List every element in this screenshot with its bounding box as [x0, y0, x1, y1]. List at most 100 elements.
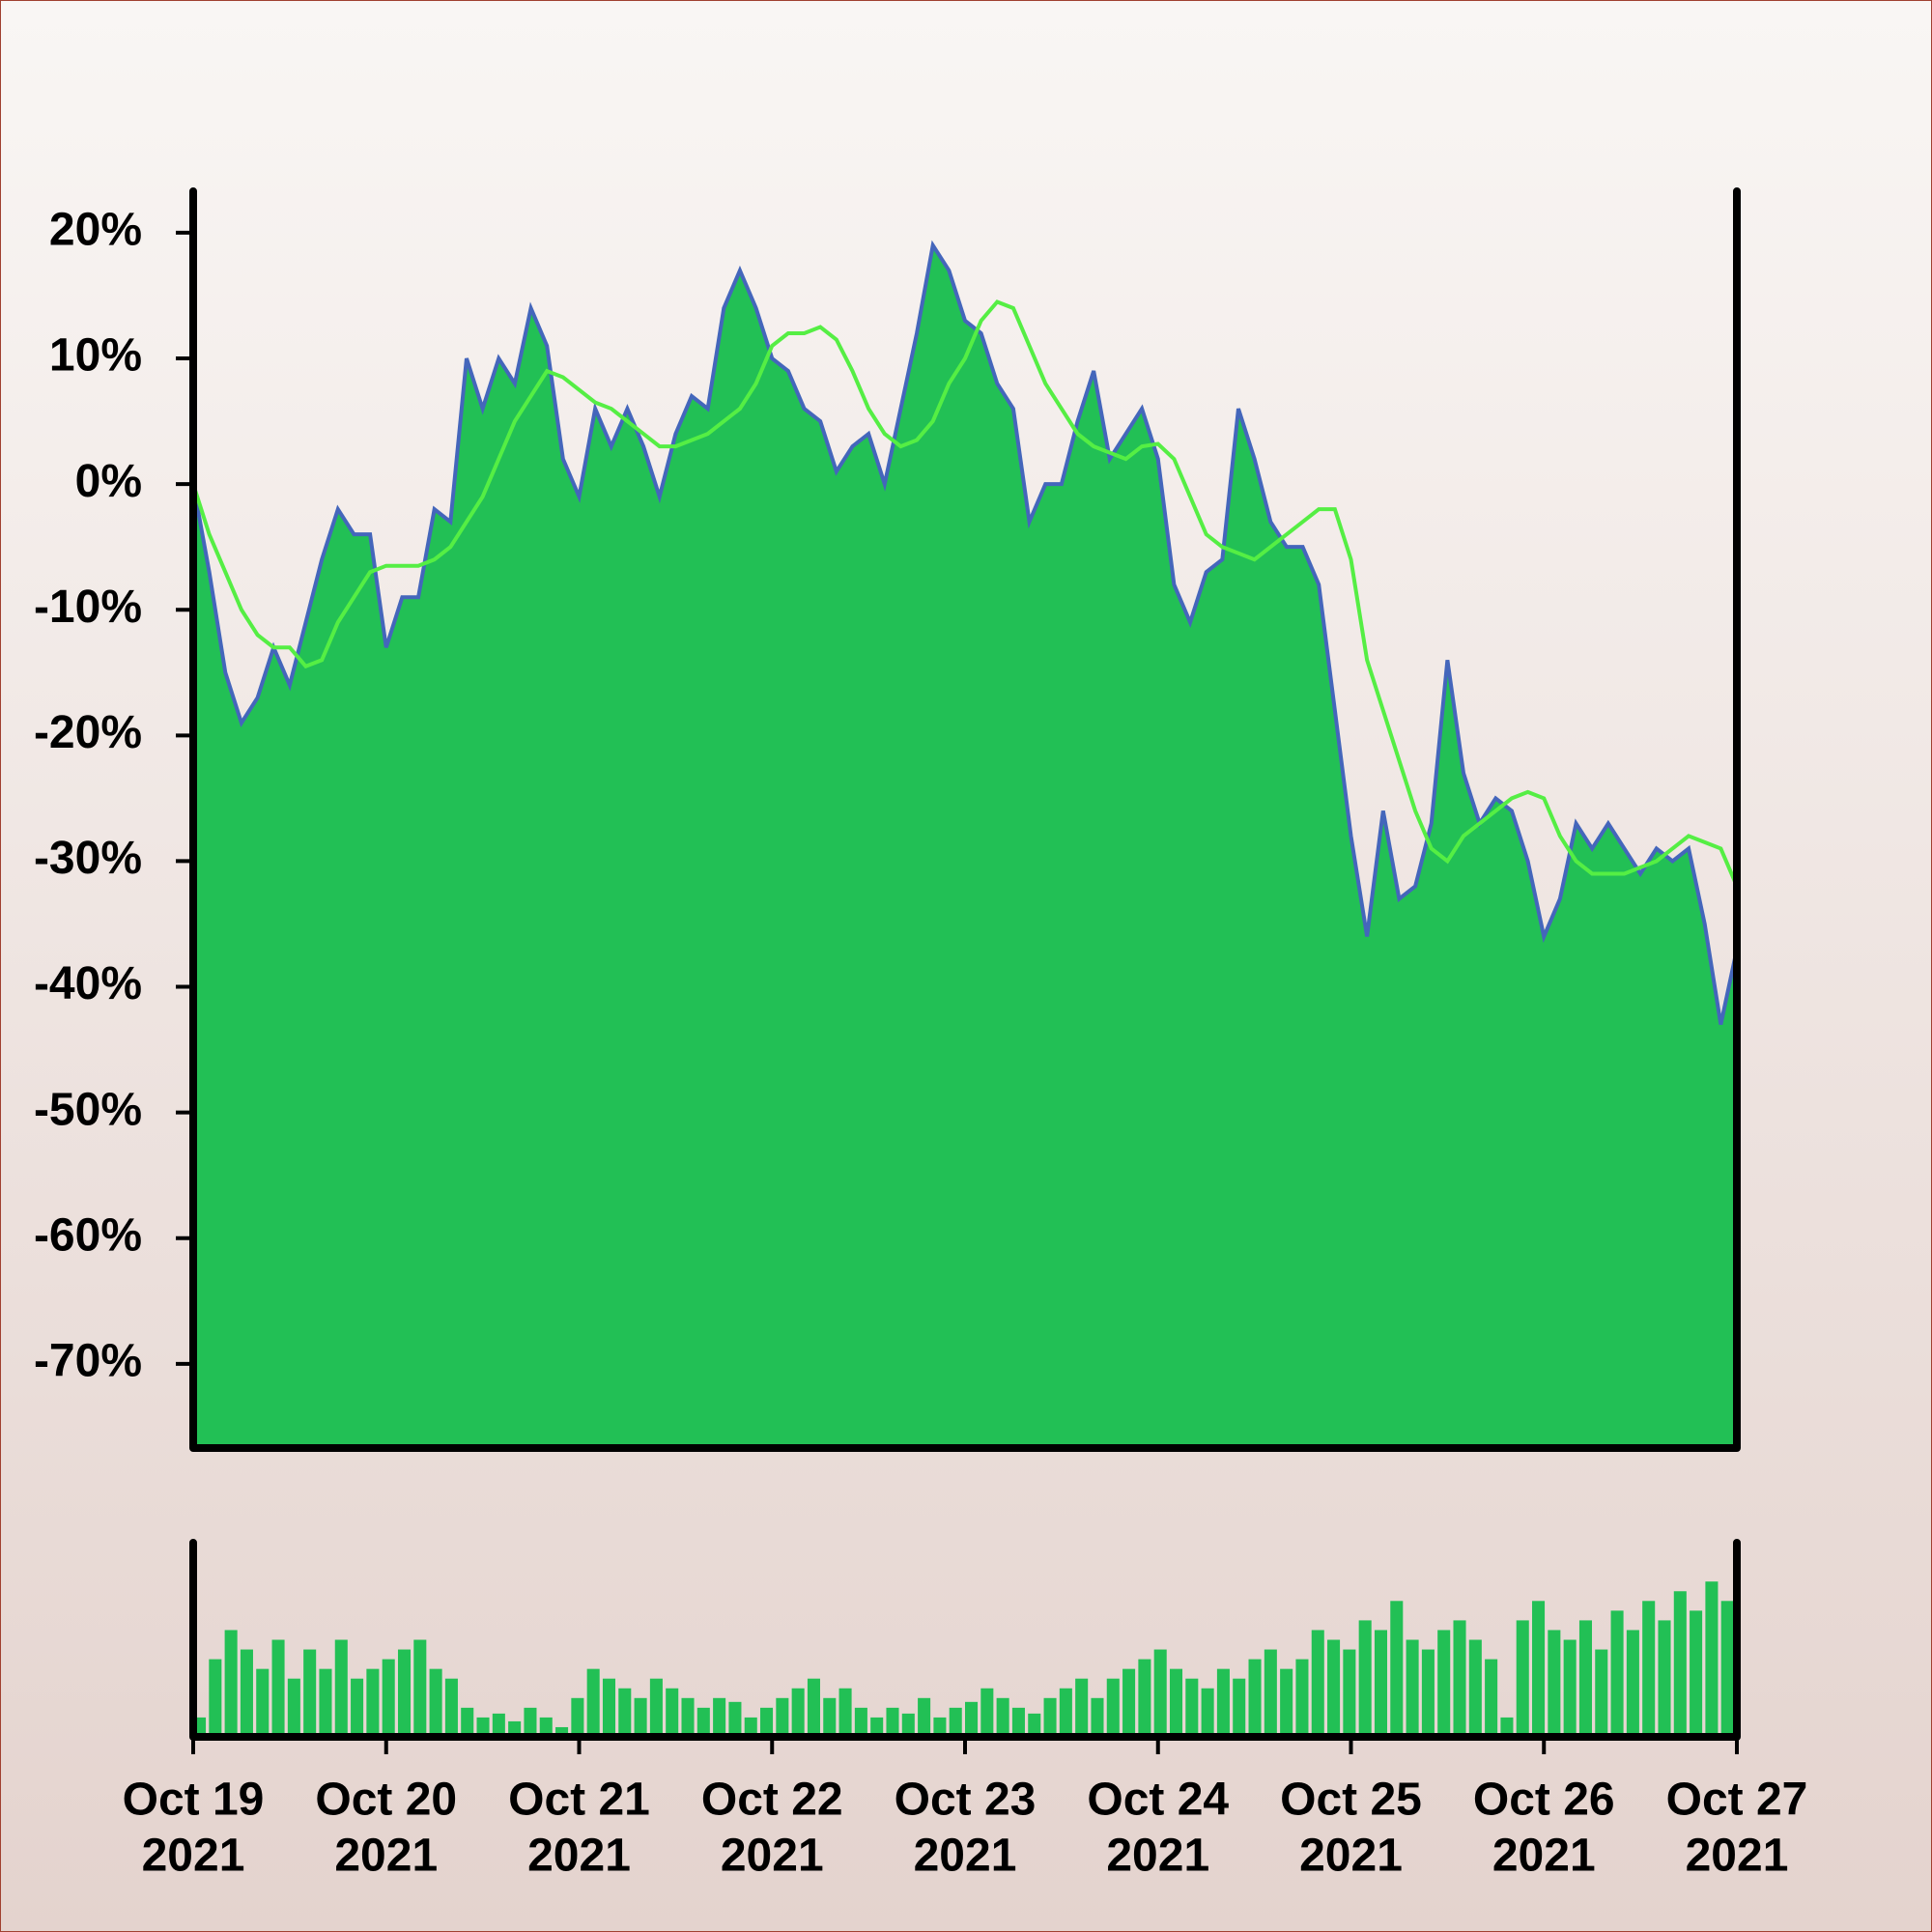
plot-area: 20% 10% 0% -10% -20% -30% -40% -50% -60% -70% Oct …: [34, 187, 1808, 1882]
volume-bar: [319, 1668, 332, 1737]
volume-bar: [949, 1707, 962, 1737]
volume-bar: [303, 1649, 317, 1737]
volume-bar: [1075, 1678, 1089, 1737]
y-tick-label: -70%: [34, 1336, 142, 1387]
x-tick-label: Oct 26: [1473, 1775, 1615, 1826]
volume-bar: [1421, 1649, 1435, 1737]
volume-bar: [224, 1630, 238, 1737]
volume-bar: [1233, 1678, 1246, 1737]
y-tick-label: -50%: [34, 1084, 142, 1135]
volume-bar: [1122, 1668, 1136, 1737]
y-tick-label: 20%: [49, 205, 142, 256]
y-tick-label: -30%: [34, 833, 142, 884]
area: [193, 244, 1737, 1448]
volume-bar: [744, 1717, 757, 1737]
volume-bar: [1059, 1688, 1072, 1737]
volume-bar: [791, 1688, 805, 1737]
volume-bar: [209, 1659, 222, 1737]
volume-bar: [1705, 1581, 1719, 1737]
x-tick-label: 2021: [334, 1831, 438, 1882]
volume-bar: [870, 1717, 884, 1737]
y-tick-label: 0%: [75, 456, 142, 507]
volume-bar: [901, 1713, 915, 1737]
volume-bar: [681, 1697, 695, 1737]
volume-bar: [1437, 1630, 1451, 1737]
y-tick-label: -60%: [34, 1209, 142, 1261]
volume-bar: [508, 1720, 522, 1737]
volume-bar: [1563, 1639, 1577, 1737]
volume-bar: [1406, 1639, 1419, 1737]
volume-bar: [366, 1668, 380, 1737]
volume-bar: [602, 1678, 616, 1737]
volume-bar: [886, 1707, 899, 1737]
volume-bar: [728, 1701, 742, 1737]
volume-bar: [1658, 1620, 1671, 1737]
volume-bar: [1248, 1659, 1262, 1737]
volume-bar: [838, 1688, 852, 1737]
volume-bar: [539, 1717, 553, 1737]
volume-bar: [1468, 1639, 1482, 1737]
volume-bar: [1043, 1697, 1057, 1737]
x-tick-label: 2021: [1299, 1831, 1403, 1882]
volume-bar: [492, 1713, 505, 1737]
volume-bar: [1390, 1601, 1404, 1737]
axis-frame: [189, 1539, 1741, 1741]
volume-bar: [271, 1639, 285, 1737]
volume-bar: [351, 1678, 364, 1737]
volume-bar: [1548, 1630, 1561, 1737]
x-tick-label: Oct 20: [315, 1775, 457, 1826]
y-tick-label: -20%: [34, 707, 142, 758]
axis-frame: [189, 187, 1741, 1452]
volume-bar: [1106, 1678, 1120, 1737]
moving-average: [191, 299, 1739, 888]
x-tick-label: 2021: [1686, 1831, 1789, 1882]
volume-bar: [1673, 1591, 1687, 1737]
volume-bar: [1169, 1668, 1183, 1737]
volume-bar: [413, 1639, 427, 1737]
volume-bar: [823, 1697, 837, 1737]
volume-bar: [397, 1649, 412, 1737]
volume-bar: [1453, 1620, 1466, 1737]
volume-bar: [1028, 1713, 1041, 1737]
volume-bar: [1578, 1620, 1592, 1737]
volume-bar: [382, 1659, 395, 1737]
volume-bar: [760, 1707, 774, 1737]
x-tick-label: Oct 19: [123, 1775, 265, 1826]
volume-bar: [287, 1678, 300, 1737]
volume-bar: [555, 1726, 569, 1737]
volume-bar: [1138, 1659, 1151, 1737]
volume-bar: [996, 1697, 1009, 1737]
volume-bar: [1216, 1668, 1230, 1737]
volume-bar: [666, 1688, 679, 1737]
volume-bar: [461, 1707, 474, 1737]
volume-bar: [1720, 1601, 1734, 1737]
volume-bar: [256, 1668, 270, 1737]
x-tick-label: 2021: [527, 1831, 631, 1882]
x-tick-label: 2021: [721, 1831, 824, 1882]
x-tick-label: Oct 27: [1666, 1775, 1808, 1826]
volume-bar: [1610, 1610, 1624, 1737]
volume-bar: [1532, 1601, 1546, 1737]
volume-bar: [571, 1697, 584, 1737]
y-tick-label: 10%: [49, 330, 142, 382]
volume-bar: [649, 1678, 663, 1737]
volume-bar: [524, 1707, 537, 1737]
x-tick-label: 2021: [1492, 1831, 1596, 1882]
volume-bar: [1201, 1688, 1214, 1737]
x-tick-label: Oct 25: [1280, 1775, 1422, 1826]
volume-bar: [1264, 1649, 1277, 1737]
volume-bar: [713, 1697, 726, 1737]
x-tick-label: 2021: [1106, 1831, 1209, 1882]
x-tick-label: Oct 23: [895, 1775, 1037, 1826]
volume-bar: [933, 1717, 947, 1737]
volume-bar: [634, 1697, 647, 1737]
volume-bar: [1311, 1630, 1324, 1737]
x-tick-label: 2021: [914, 1831, 1017, 1882]
volume-bar: [1153, 1649, 1167, 1737]
x-tick-label: 2021: [142, 1831, 245, 1882]
volume-bar: [918, 1697, 931, 1737]
volume-bar: [476, 1717, 490, 1737]
volume-bar: [444, 1678, 458, 1737]
volume-bar: [776, 1697, 789, 1737]
